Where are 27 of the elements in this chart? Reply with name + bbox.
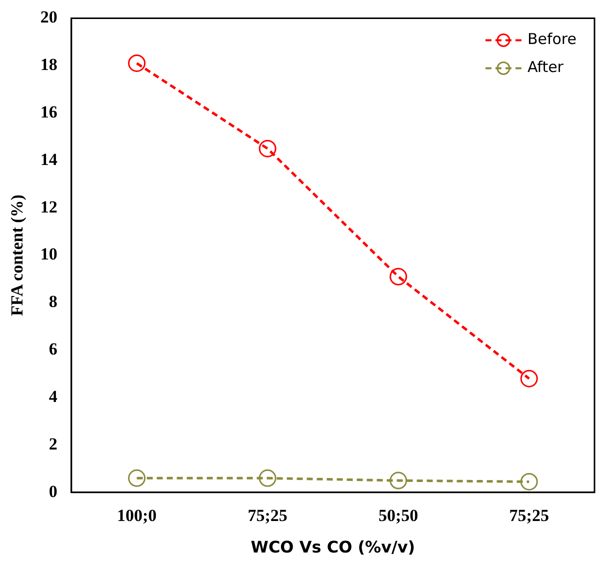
y-tick-label: 6	[48, 340, 58, 359]
point	[128, 54, 146, 72]
point	[390, 268, 408, 286]
point	[520, 472, 538, 490]
legend-label: After	[527, 58, 564, 76]
y-tick-label: 4	[48, 386, 58, 406]
y-tick-label: 20	[40, 8, 58, 27]
y-tick-label: 0	[48, 482, 58, 501]
y-tick-label: 2	[48, 434, 58, 454]
point	[520, 370, 538, 388]
x-tick-label: 75;25	[509, 506, 549, 525]
x-tick-label: 75;25	[248, 506, 288, 525]
y-tick-label: 8	[48, 292, 58, 312]
point	[128, 469, 146, 487]
point	[390, 472, 408, 490]
legend-label: Before	[527, 30, 577, 48]
y-tick-label: 10	[40, 244, 58, 264]
y-tick-label: 16	[40, 102, 58, 122]
y-tick-label: 18	[40, 55, 58, 74]
x-tick-label: 100;0	[116, 506, 157, 525]
x-axis-title: WCO Vs CO (%v/v)	[250, 538, 416, 557]
y-axis-title: FFA content (%)	[8, 194, 27, 316]
point	[258, 140, 276, 158]
y-tick-label: 12	[40, 197, 58, 216]
x-tick-label: 50;50	[378, 506, 418, 525]
y-tick-label: 14	[40, 150, 58, 169]
point	[258, 469, 276, 487]
